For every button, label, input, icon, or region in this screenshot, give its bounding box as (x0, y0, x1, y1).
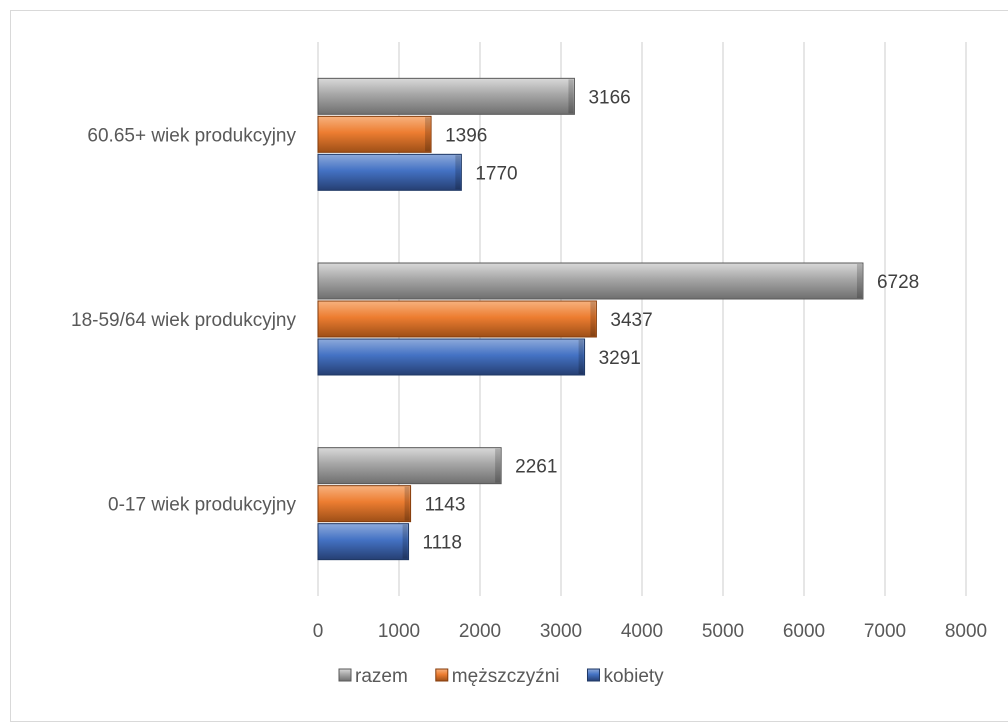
category-label: 60.65+ wiek produkcyjny (87, 125, 296, 146)
bar-total (317, 447, 502, 485)
bar-bevel (578, 340, 584, 374)
bar-bevel (568, 79, 574, 114)
x-tick-label: 8000 (945, 621, 987, 642)
data-label: 1143 (425, 495, 466, 516)
x-tick-label: 1000 (378, 621, 420, 642)
bar-women (317, 338, 586, 376)
bar-bevel (856, 264, 862, 298)
legend-swatch (435, 668, 449, 682)
bar-men (317, 485, 412, 523)
legend-swatch (338, 668, 352, 682)
bar-bevel (425, 117, 431, 152)
x-tick-label: 7000 (864, 621, 906, 642)
x-tick-label: 0 (313, 621, 324, 642)
bar-bevel (404, 486, 410, 521)
x-tick-label: 6000 (783, 621, 825, 642)
data-label: 6728 (877, 272, 919, 293)
x-tick-label: 2000 (459, 621, 501, 642)
legend-swatch (586, 668, 600, 682)
bar-bevel (402, 524, 408, 559)
bar-women (317, 523, 410, 561)
legend-label: męższczyźni (452, 666, 560, 687)
data-label: 3437 (610, 310, 652, 331)
data-label: 3166 (588, 87, 630, 108)
data-label: 2261 (515, 457, 557, 478)
x-tick-label: 4000 (621, 621, 663, 642)
x-tick-label: 3000 (540, 621, 582, 642)
category-label: 0-17 wiek produkcyjny (108, 495, 296, 516)
bar-bevel (455, 155, 461, 190)
bar-total (317, 262, 864, 300)
bar-bevel (590, 302, 596, 336)
x-tick-label: 5000 (702, 621, 744, 642)
bar-total (317, 77, 575, 115)
data-label: 3291 (599, 348, 641, 369)
bar-men (317, 115, 432, 153)
bar-men (317, 300, 597, 338)
bar-bevel (495, 448, 501, 483)
data-label: 1118 (423, 533, 462, 554)
data-label: 1396 (445, 125, 487, 146)
category-label: 18-59/64 wiek produkcyjny (71, 310, 296, 331)
bar-women (317, 153, 462, 191)
data-label: 1770 (475, 163, 517, 184)
legend-label: kobiety (603, 666, 664, 687)
legend-label: razem (355, 666, 408, 687)
